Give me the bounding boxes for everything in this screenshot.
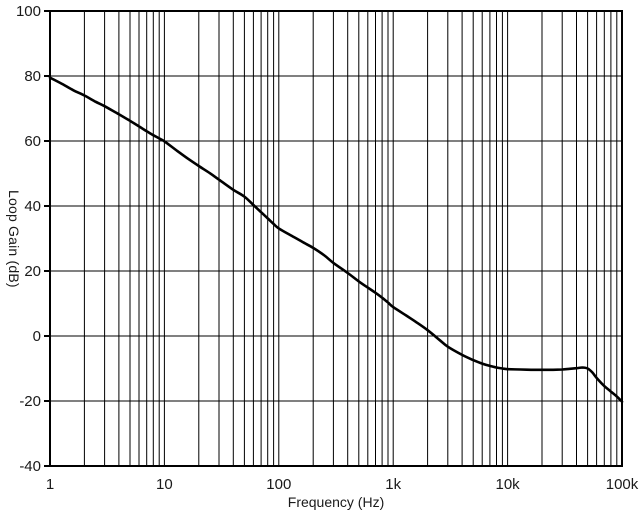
y-tick-label: 20 [24,263,41,280]
x-axis-title: Frequency (Hz) [287,494,385,510]
y-tick-label: 80 [24,68,41,85]
x-tick-label: 1 [46,476,54,493]
y-tick-label: -40 [19,458,41,475]
x-tick-label: 100k [606,476,639,493]
plot-border [49,10,623,467]
x-tick-label: 1k [385,476,401,493]
y-tick-label: 100 [16,3,41,20]
x-tick-label: 100 [266,476,291,493]
y-axis-title: Loop Gain (dB) [6,189,22,288]
y-tick-label: 40 [24,198,41,215]
y-tick-label: 0 [33,328,41,345]
y-tick-label: 60 [24,133,41,150]
loop-gain-curve [48,76,624,403]
y-tick-label: -20 [19,393,41,410]
x-tick-label: 10k [496,476,521,493]
x-tick-label: 10 [156,476,173,493]
